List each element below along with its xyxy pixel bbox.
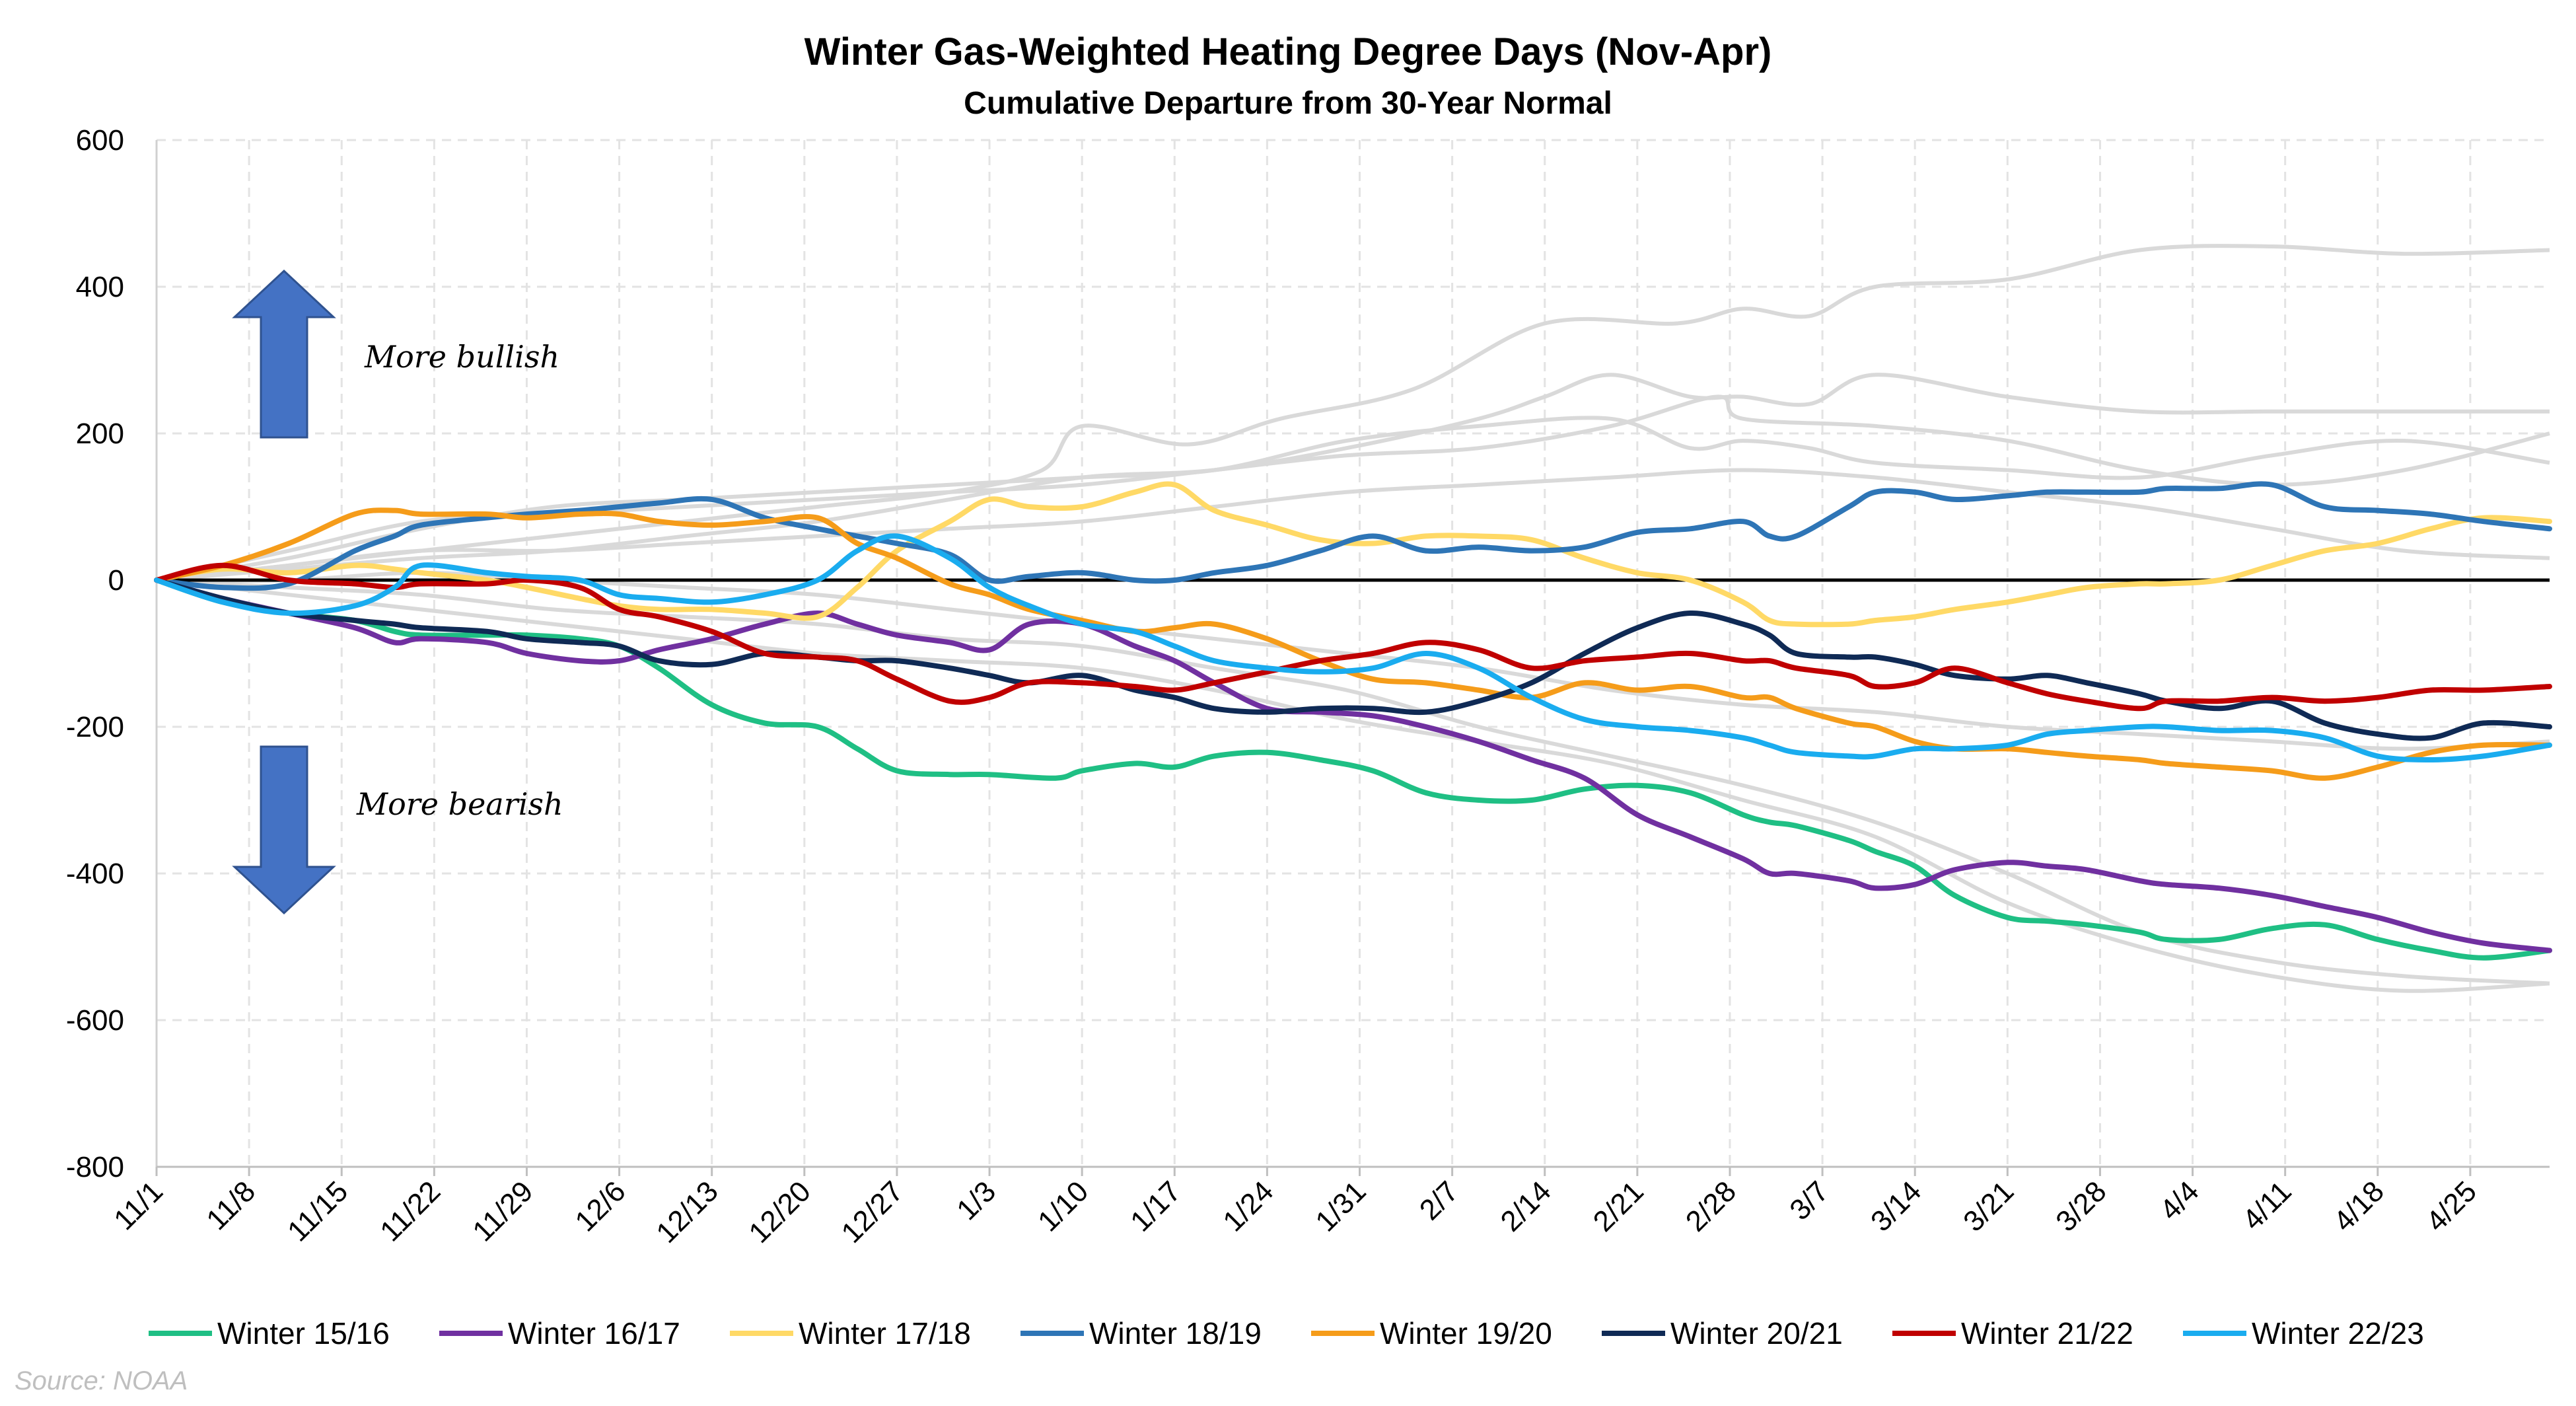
background-series-line (156, 578, 2550, 986)
x-tick-label: 11/22 (374, 1175, 447, 1247)
series-line (154, 577, 2552, 953)
series-line (154, 562, 2552, 712)
x-tick-label: 2/21 (1587, 1175, 1650, 1238)
x-tick-label: 11/1 (108, 1175, 169, 1236)
chart-subtitle: Cumulative Departure from 30-Year Normal (964, 86, 1612, 121)
x-tick-label: 4/25 (2420, 1175, 2483, 1238)
legend-label: Winter 17/18 (799, 1316, 971, 1350)
series-line (154, 481, 2552, 591)
series-group (154, 481, 2552, 961)
x-tick-label: 4/4 (2154, 1175, 2205, 1226)
legend-label: Winter 18/19 (1089, 1316, 1262, 1350)
legend-label: Winter 20/21 (1670, 1316, 1843, 1350)
legend-label: Winter 16/17 (508, 1316, 680, 1350)
background-series-line (156, 578, 2550, 993)
y-tick-label: 200 (76, 418, 124, 450)
y-tick-label: -600 (66, 1004, 124, 1037)
bearish-arrow-icon (232, 745, 336, 915)
y-tick-label: 400 (76, 271, 124, 303)
x-tick-label: 1/3 (950, 1175, 1002, 1226)
x-tick-label: 4/18 (2328, 1175, 2390, 1238)
series-line (154, 533, 2552, 762)
series-line (154, 577, 2552, 741)
x-tick-label: 12/27 (835, 1175, 910, 1249)
bullish-arrow-icon (232, 269, 336, 439)
x-tick-label: 1/24 (1217, 1175, 1279, 1238)
x-tick-label: 3/14 (1865, 1175, 1927, 1238)
x-tick-label: 3/28 (2050, 1175, 2112, 1238)
x-tick-label: 1/31 (1309, 1175, 1372, 1238)
series-line (154, 577, 2552, 961)
bullish-label: More bullish (364, 339, 559, 375)
x-tick-label: 1/17 (1124, 1175, 1187, 1238)
x-tick-label: 2/7 (1413, 1175, 1465, 1226)
series-line (154, 481, 2552, 628)
x-tick-label: 1/10 (1032, 1175, 1094, 1238)
x-tick-label: 12/6 (569, 1175, 631, 1238)
source-note: Source: NOAA (15, 1366, 188, 1395)
y-tick-label: -800 (66, 1151, 124, 1183)
y-tick-label: 600 (76, 124, 124, 157)
legend: Winter 15/16 Winter 16/17 Winter 17/18 Wint… (149, 1316, 2424, 1350)
x-tick-label: 4/11 (2236, 1175, 2298, 1236)
bearish-label: More bearish (356, 786, 563, 822)
series-line (154, 507, 2552, 781)
legend-label: Winter 21/22 (1961, 1316, 2133, 1350)
x-tick-label: 3/7 (1783, 1175, 1835, 1226)
legend-label: Winter 22/23 (2252, 1316, 2424, 1350)
x-tick-label: 3/21 (1957, 1175, 2020, 1238)
y-tick-label: 0 (108, 564, 124, 597)
x-tick-label: 12/13 (650, 1175, 725, 1249)
background-series-line (156, 244, 2550, 582)
x-tick-label: 11/8 (200, 1175, 262, 1236)
chart-title: Winter Gas-Weighted Heating Degree Days … (805, 30, 1772, 73)
legend-label: Winter 15/16 (217, 1316, 390, 1350)
x-tick-label: 2/28 (1680, 1175, 1742, 1238)
x-tick-label: 11/15 (281, 1175, 354, 1247)
x-tick-label: 11/29 (466, 1175, 539, 1247)
background-series-line (156, 468, 2550, 582)
y-tick-label: -200 (66, 711, 124, 743)
legend-label: Winter 19/20 (1380, 1316, 1552, 1350)
x-tick-label: 2/14 (1495, 1175, 1557, 1238)
x-tick-label: 12/20 (742, 1175, 817, 1249)
annotations: More bullish More bearish (232, 269, 563, 915)
background-series-line (156, 416, 2550, 582)
y-tick-label: -400 (66, 858, 124, 890)
